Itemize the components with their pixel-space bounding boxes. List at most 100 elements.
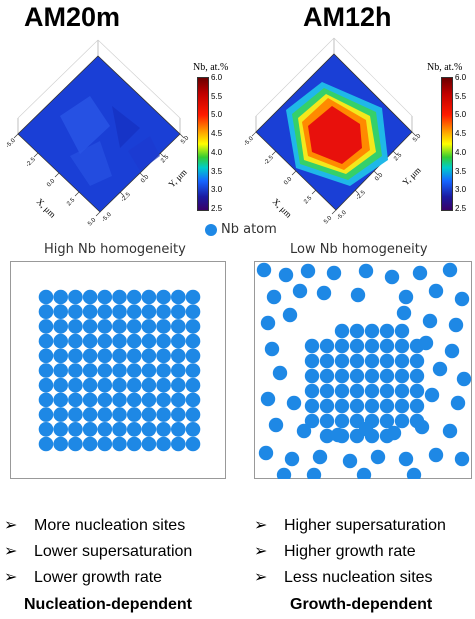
- nb-atom: [304, 368, 320, 384]
- nb-atom: [112, 436, 127, 452]
- nb-atom: [82, 319, 98, 334]
- nb-atom: [185, 392, 201, 408]
- nb-atom: [456, 371, 472, 387]
- nb-atom: [156, 289, 171, 305]
- axis-label-x: X, μm: [271, 196, 294, 219]
- nb-atom: [185, 348, 201, 364]
- bullet-item: ➢ More nucleation sites: [4, 517, 186, 534]
- nb-atom: [278, 267, 294, 283]
- nb-atom: [171, 333, 186, 349]
- nb-atom: [68, 407, 83, 422]
- nb-atom: [292, 283, 308, 299]
- nb-atom: [304, 413, 320, 429]
- nb-atom: [53, 333, 68, 349]
- nb-atom: [68, 319, 83, 334]
- legend-label: Nb atom: [221, 222, 277, 237]
- nb-atom: [141, 422, 157, 437]
- nb-atom: [112, 304, 127, 319]
- nb-atom: [126, 377, 142, 393]
- nb-atom: [379, 413, 395, 429]
- nb-atom: [97, 377, 113, 393]
- nb-atom: [68, 392, 83, 408]
- colorbar-tick: 5.0: [211, 110, 223, 120]
- nb-atom: [442, 262, 458, 278]
- nb-atom: [364, 368, 380, 384]
- nb-atom: [141, 289, 157, 305]
- nb-atom: [68, 422, 83, 437]
- nb-atom: [53, 348, 68, 364]
- nb-atom: [304, 383, 320, 399]
- nb-atom: [38, 333, 54, 349]
- nb-atom: [97, 436, 113, 452]
- nb-atom: [38, 289, 54, 305]
- nb-atom: [364, 338, 380, 354]
- nb-atom: [396, 305, 412, 321]
- nb-atom: [141, 392, 157, 408]
- legend: Nb atom: [205, 222, 277, 237]
- colorbar-tick: 5.0: [455, 110, 467, 120]
- nb-atom: [334, 398, 350, 414]
- tick-y: -2.5: [120, 191, 132, 203]
- colorbar-tick: 3.0: [211, 185, 223, 195]
- arrow-bullet-icon: ➢: [4, 569, 18, 586]
- nb-atom: [304, 353, 320, 369]
- nb-atom: [406, 467, 422, 479]
- nb-atom: [185, 377, 201, 393]
- nb-atom: [306, 467, 322, 479]
- nb-map-am12h: -5.0 -2.5 0.0 2.5 5.0 5.0 2.5 0.0 -2.5 -…: [243, 37, 423, 225]
- nb-atom: [38, 348, 54, 364]
- colorbar-ticks: 6.0 5.5 5.0 4.5 4.0 3.5 3.0 2.5: [455, 73, 466, 213]
- nb-atom: [126, 436, 142, 452]
- nb-atom: [141, 436, 157, 452]
- nb-atom: [97, 333, 113, 349]
- tick-x: 5.0: [87, 217, 98, 228]
- bullet-item: ➢ Less nucleation sites: [254, 569, 433, 586]
- arrow-bullet-icon: ➢: [4, 543, 18, 560]
- nb-atom: [384, 269, 400, 285]
- nb-atom: [379, 323, 395, 339]
- nb-atom: [442, 423, 458, 439]
- nb-atom: [156, 333, 171, 349]
- nb-atom: [185, 333, 201, 349]
- colorbar-tick: 4.5: [211, 129, 223, 139]
- nb-atom: [409, 353, 425, 369]
- tick-x: 2.5: [66, 197, 77, 208]
- nb-atom: [398, 289, 414, 305]
- tick-x: 0.0: [46, 178, 57, 189]
- tick-y: 0.0: [374, 172, 385, 183]
- nb-atom: [68, 333, 83, 349]
- nb-atom: [38, 319, 54, 334]
- tick-x: -5.0: [243, 135, 255, 147]
- nb-atom: [412, 265, 428, 281]
- arrow-bullet-icon: ➢: [254, 543, 268, 560]
- nb-atom: [349, 383, 365, 399]
- nb-atom: [126, 348, 142, 364]
- nb-atom: [38, 422, 54, 437]
- nb-atom: [97, 319, 113, 334]
- nb-atom: [141, 333, 157, 349]
- nb-atom: [319, 368, 335, 384]
- nb-atom: [326, 265, 342, 281]
- tick-y: -5.0: [101, 211, 113, 223]
- colorbar-label: Nb, at.%: [193, 62, 229, 73]
- nb-atom: [126, 363, 142, 378]
- nb-atom: [185, 304, 201, 319]
- nb-atom: [319, 428, 335, 444]
- tick-x: 2.5: [303, 195, 314, 206]
- nb-atom: [82, 348, 98, 364]
- nb-atom: [171, 363, 186, 378]
- nb-atom: [171, 407, 186, 422]
- nb-atom: [394, 323, 410, 339]
- nb-atom: [156, 363, 171, 378]
- tick-y: 5.0: [412, 133, 423, 144]
- nb-atom: [156, 436, 171, 452]
- nb-atom: [53, 407, 68, 422]
- nb-atom: [38, 363, 54, 378]
- tick-y: 2.5: [160, 154, 171, 165]
- nb-atom: [141, 407, 157, 422]
- nb-atom: [82, 436, 98, 452]
- nb-atom: [112, 348, 127, 364]
- nb-atom: [185, 363, 201, 378]
- nb-atom: [364, 398, 380, 414]
- nb-atom: [370, 449, 386, 465]
